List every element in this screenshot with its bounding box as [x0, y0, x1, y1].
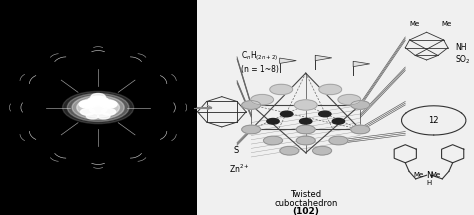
Text: Me: Me	[414, 172, 424, 178]
Circle shape	[79, 100, 96, 108]
Text: (n = 1~8): (n = 1~8)	[241, 65, 279, 74]
Circle shape	[63, 91, 134, 124]
Circle shape	[280, 146, 299, 155]
Circle shape	[251, 95, 273, 105]
Text: SO$_2$: SO$_2$	[455, 53, 471, 66]
Circle shape	[81, 109, 95, 115]
Circle shape	[319, 84, 342, 95]
Text: cuboctahedron: cuboctahedron	[274, 199, 337, 208]
Polygon shape	[315, 55, 332, 61]
Circle shape	[281, 111, 293, 117]
Polygon shape	[353, 61, 370, 67]
Circle shape	[98, 113, 110, 119]
Text: Zn$^{2+}$: Zn$^{2+}$	[229, 163, 250, 175]
Text: Twisted: Twisted	[290, 190, 321, 199]
Circle shape	[101, 109, 116, 115]
Text: S: S	[233, 146, 238, 155]
Circle shape	[90, 106, 107, 114]
Text: Me: Me	[441, 21, 452, 27]
Text: N: N	[426, 171, 432, 180]
Text: NH: NH	[455, 43, 466, 52]
Circle shape	[88, 96, 109, 106]
Circle shape	[351, 125, 370, 134]
Circle shape	[312, 146, 331, 155]
Text: 12: 12	[428, 116, 439, 125]
Text: Me: Me	[410, 21, 420, 27]
Text: (102): (102)	[292, 207, 319, 215]
Text: Me: Me	[430, 172, 440, 178]
Circle shape	[296, 136, 315, 145]
Circle shape	[77, 98, 119, 117]
Circle shape	[264, 136, 283, 145]
Circle shape	[332, 118, 345, 124]
Circle shape	[86, 113, 99, 119]
Circle shape	[100, 100, 117, 108]
Circle shape	[72, 96, 124, 119]
Circle shape	[267, 118, 279, 124]
Circle shape	[242, 125, 261, 134]
Circle shape	[91, 94, 105, 100]
Circle shape	[338, 95, 361, 105]
Circle shape	[329, 136, 348, 145]
Circle shape	[67, 94, 129, 121]
Text: C$_n$H$_{(2n+2)}$: C$_n$H$_{(2n+2)}$	[241, 49, 278, 63]
Circle shape	[319, 111, 331, 117]
Text: H: H	[426, 180, 432, 186]
Circle shape	[242, 101, 261, 109]
Polygon shape	[280, 58, 296, 63]
Bar	[0, 0, 197, 215]
Circle shape	[270, 84, 292, 95]
Circle shape	[296, 125, 315, 134]
Circle shape	[351, 101, 370, 109]
Circle shape	[300, 118, 312, 124]
Circle shape	[294, 100, 317, 110]
